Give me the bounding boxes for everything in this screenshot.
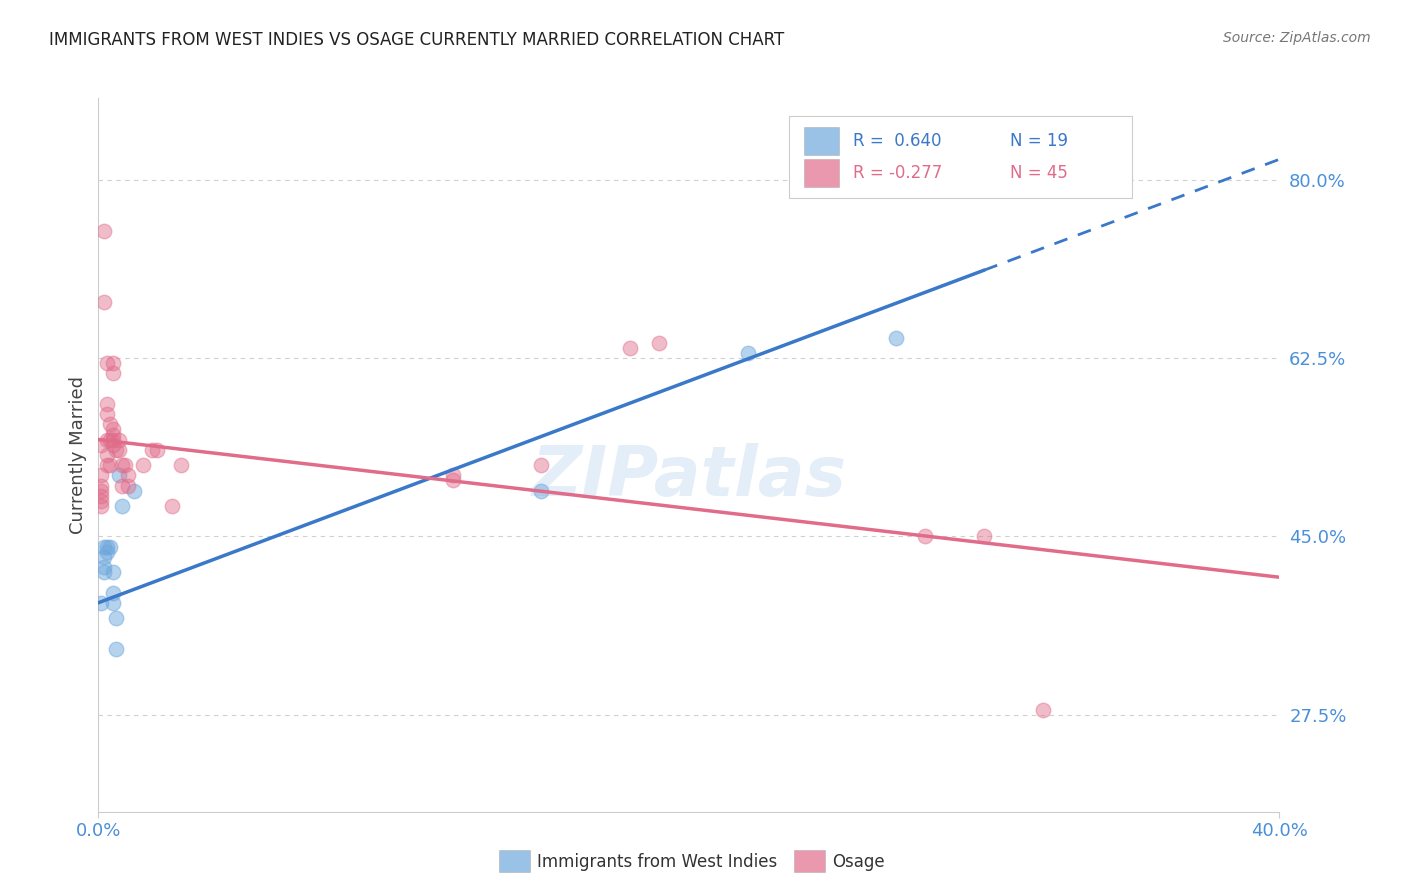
Bar — [803, 127, 839, 155]
Point — [146, 442, 169, 457]
Point — [108, 442, 131, 457]
Point — [93, 565, 115, 579]
Point — [111, 478, 134, 492]
Point — [103, 596, 125, 610]
Text: R =  0.640: R = 0.640 — [853, 132, 942, 150]
Point — [103, 356, 125, 370]
Point — [103, 438, 125, 452]
Point — [105, 641, 128, 656]
Point — [93, 549, 115, 564]
Point — [96, 545, 118, 559]
Point — [96, 448, 118, 462]
Point — [441, 474, 464, 488]
Point — [90, 468, 112, 483]
Point — [96, 433, 118, 447]
Point — [93, 560, 115, 574]
Point — [90, 478, 112, 492]
Point — [105, 442, 128, 457]
Point — [93, 540, 115, 554]
Y-axis label: Currently Married: Currently Married — [69, 376, 87, 534]
Point — [96, 458, 118, 472]
Point — [105, 611, 128, 625]
Point — [914, 529, 936, 543]
Point — [111, 499, 134, 513]
Point — [737, 346, 759, 360]
Point — [93, 224, 115, 238]
Point — [530, 483, 553, 498]
Point — [90, 438, 112, 452]
Point — [96, 397, 118, 411]
Point — [108, 468, 131, 483]
Point — [117, 478, 139, 492]
Bar — [789, 116, 1132, 198]
Text: Source: ZipAtlas.com: Source: ZipAtlas.com — [1223, 31, 1371, 45]
Point — [98, 458, 121, 472]
Point — [973, 529, 995, 543]
Point — [93, 295, 115, 310]
Point — [96, 540, 118, 554]
Text: Osage: Osage — [832, 853, 884, 871]
Point — [162, 499, 183, 513]
Text: IMMIGRANTS FROM WEST INDIES VS OSAGE CURRENTLY MARRIED CORRELATION CHART: IMMIGRANTS FROM WEST INDIES VS OSAGE CUR… — [49, 31, 785, 49]
Point — [122, 483, 145, 498]
Text: R = -0.277: R = -0.277 — [853, 164, 942, 182]
Point — [103, 433, 125, 447]
Point — [141, 442, 163, 457]
Point — [90, 596, 112, 610]
Point — [884, 331, 907, 345]
Point — [441, 468, 464, 483]
Point — [98, 540, 121, 554]
Point — [98, 433, 121, 447]
Point — [103, 367, 125, 381]
Point — [132, 458, 155, 472]
Point — [108, 433, 131, 447]
Text: N = 45: N = 45 — [1010, 164, 1069, 182]
Text: Immigrants from West Indies: Immigrants from West Indies — [537, 853, 778, 871]
Point — [170, 458, 193, 472]
Point — [98, 417, 121, 432]
Point — [90, 489, 112, 503]
Point — [96, 356, 118, 370]
Point — [103, 422, 125, 436]
Point — [114, 458, 136, 472]
Point — [90, 499, 112, 513]
Text: N = 19: N = 19 — [1010, 132, 1069, 150]
Point — [96, 407, 118, 421]
Point — [117, 468, 139, 483]
Point — [103, 585, 125, 599]
Point — [103, 565, 125, 579]
Text: ZIPatlas: ZIPatlas — [531, 442, 846, 510]
Point — [90, 493, 112, 508]
Point — [530, 458, 553, 472]
Point — [648, 335, 671, 350]
Point — [619, 341, 641, 355]
Point — [103, 427, 125, 442]
Point — [111, 458, 134, 472]
Point — [90, 483, 112, 498]
Point — [1032, 703, 1054, 717]
Bar — [803, 159, 839, 187]
